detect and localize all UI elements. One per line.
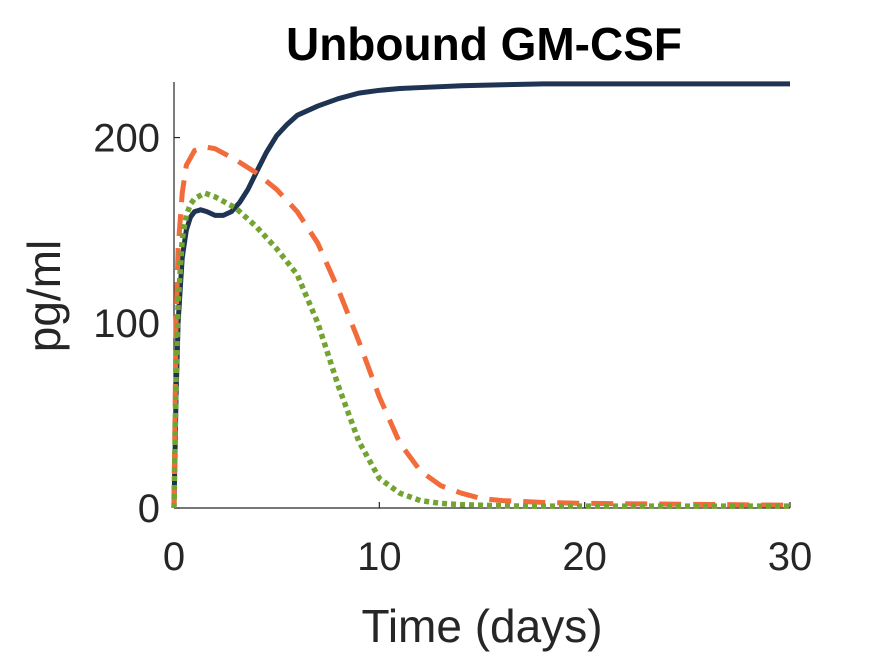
chart-title: Unbound GM-CSF <box>286 18 682 70</box>
y-tick-label: 200 <box>93 117 160 161</box>
y-axis-label: pg/ml <box>18 240 70 352</box>
x-tick-label: 20 <box>562 535 607 579</box>
x-axis-label: Time (days) <box>361 600 602 652</box>
series-line-dotted <box>171 190 790 509</box>
series-line-solid <box>171 81 790 509</box>
y-tick-label: 0 <box>138 487 160 531</box>
series-line-dashed <box>171 144 791 509</box>
plot-area: 0 10 20 30 0 100 200 <box>93 81 812 579</box>
x-tick-label: 30 <box>768 535 813 579</box>
series-layer <box>171 81 791 509</box>
y-tick-label: 100 <box>93 302 160 346</box>
x-tick-label: 0 <box>163 535 185 579</box>
ticks: 0 10 20 30 0 100 200 <box>93 117 812 579</box>
x-tick-label: 10 <box>357 535 402 579</box>
